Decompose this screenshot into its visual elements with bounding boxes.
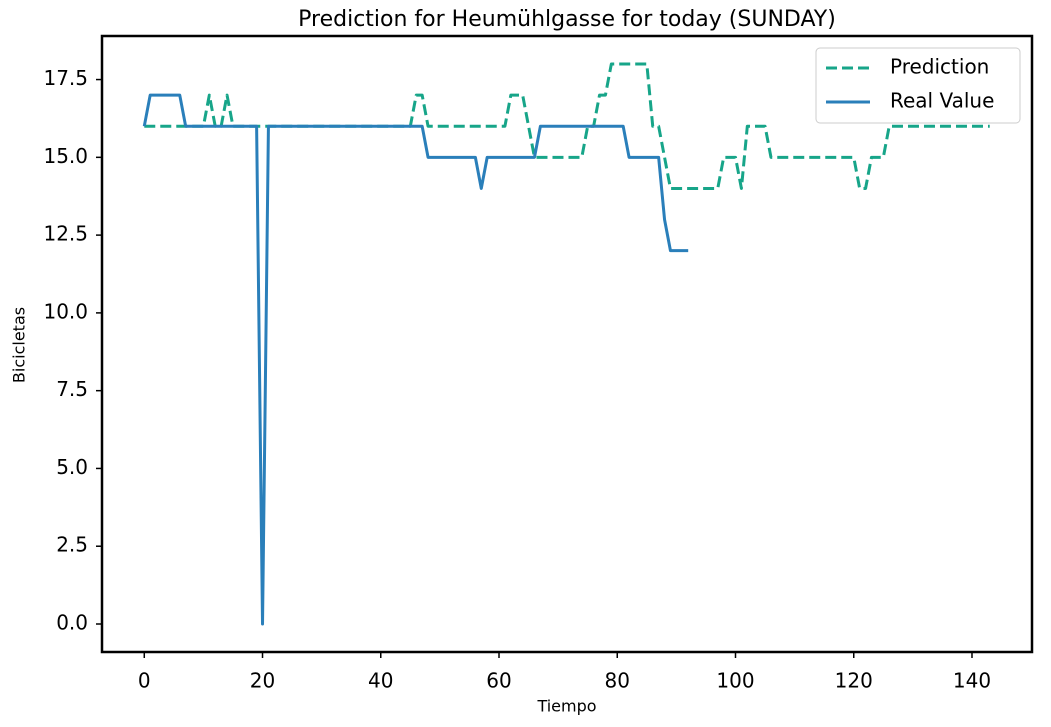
x-tick-label: 0 bbox=[138, 669, 151, 693]
chart-title: Prediction for Heumühlgasse for today (S… bbox=[298, 7, 836, 32]
legend-label: Prediction bbox=[890, 55, 989, 79]
x-axis-label: Tiempo bbox=[536, 697, 596, 716]
y-tick-label: 10.0 bbox=[43, 299, 88, 323]
y-tick-label: 0.0 bbox=[56, 611, 88, 635]
x-tick-label: 20 bbox=[250, 669, 275, 693]
legend: Prediction Real Value bbox=[815, 47, 1021, 124]
y-tick-label: 5.0 bbox=[56, 455, 88, 479]
x-tick-label: 60 bbox=[486, 669, 511, 693]
x-tick-label: 120 bbox=[835, 669, 873, 693]
y-tick-label: 12.5 bbox=[43, 222, 88, 246]
y-tick-label: 17.5 bbox=[43, 66, 88, 90]
y-tick-label: 7.5 bbox=[56, 377, 88, 401]
x-tick-label: 40 bbox=[368, 669, 393, 693]
plot-frame bbox=[100, 34, 1034, 654]
x-tick-label: 80 bbox=[605, 669, 630, 693]
series-line bbox=[142, 93, 689, 626]
y-tick-label: 2.5 bbox=[56, 533, 88, 557]
x-tick-label: 100 bbox=[716, 669, 754, 693]
y-tick-label: 15.0 bbox=[43, 144, 88, 168]
x-tick-label: 140 bbox=[953, 669, 991, 693]
y-axis-label: Bicicletas bbox=[10, 307, 29, 383]
legend-label: Real Value bbox=[890, 89, 994, 113]
